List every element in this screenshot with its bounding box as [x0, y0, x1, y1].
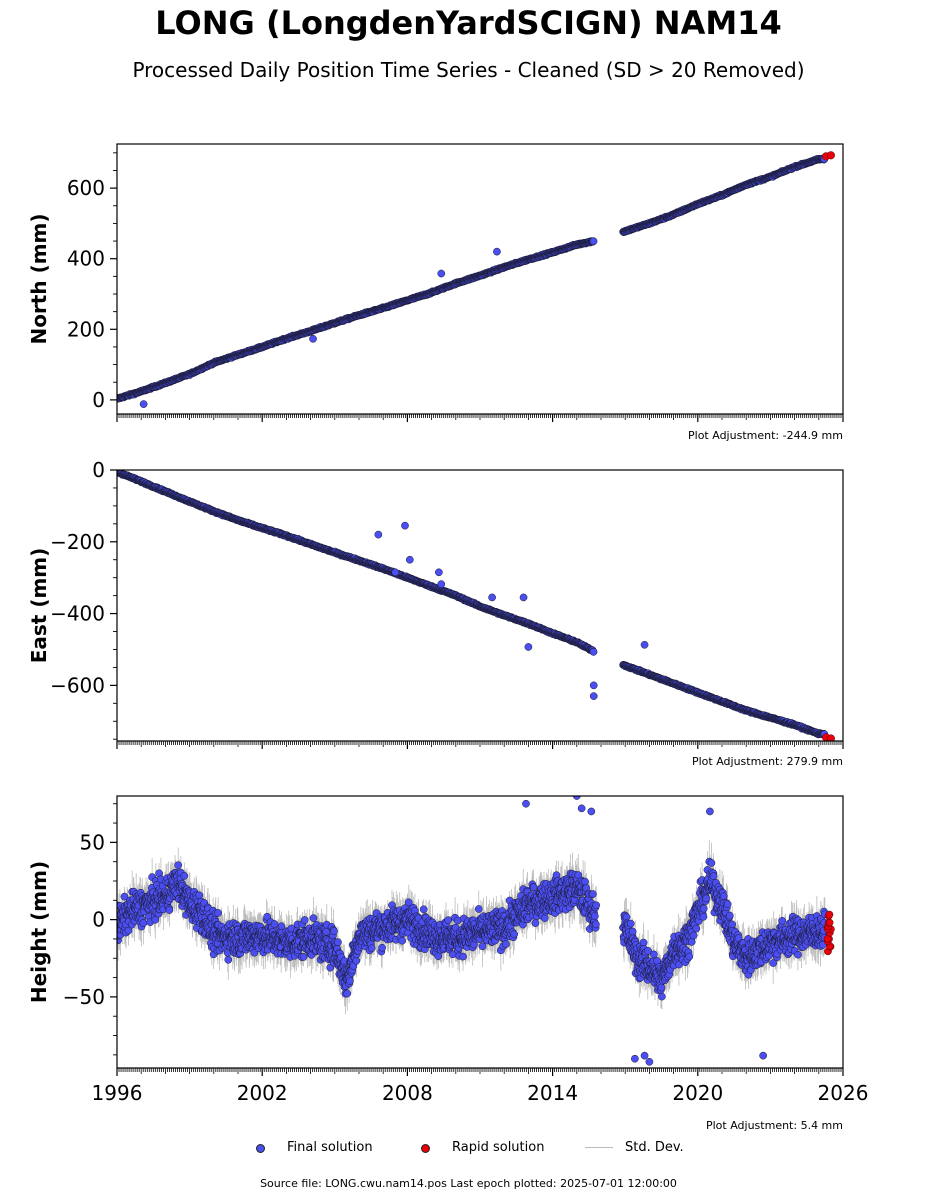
- height-plot-area: [117, 796, 835, 1066]
- y-tick-label: 0: [92, 458, 105, 482]
- outlier-point: [524, 643, 533, 651]
- outlier-point: [401, 521, 409, 530]
- y-tick-label: 200: [67, 317, 105, 341]
- north-panel: 0 200 400 600 North (mm): [27, 143, 844, 422]
- y-tick-label: 600: [67, 176, 105, 200]
- east-y-axis: 0 −200 −400 −600: [50, 458, 117, 740]
- outlier-point: [405, 555, 414, 564]
- outlier-point: [435, 568, 443, 577]
- north-y-label: North (mm): [27, 213, 51, 344]
- y-tick-label: −200: [50, 530, 105, 554]
- east-panel: 0 −200 −400 −600 East (mm): [27, 458, 844, 749]
- outlier-point: [640, 640, 649, 649]
- east-final-points: [117, 470, 829, 739]
- figure-subtitle: Processed Daily Position Time Series - C…: [132, 58, 805, 82]
- outlier-point: [589, 681, 598, 690]
- rapid-point: [826, 151, 835, 160]
- north-plot-area: [117, 151, 835, 408]
- north-final-points: [117, 154, 829, 408]
- outlier-point: [488, 593, 496, 602]
- final-point: [589, 237, 598, 246]
- outlier-point: [391, 568, 400, 577]
- north-y-axis: 0 200 400 600: [67, 152, 117, 412]
- outlier-point: [589, 692, 598, 700]
- outlier-point: [374, 530, 383, 539]
- north-x-axis: [116, 414, 844, 422]
- outlier-point: [437, 580, 446, 588]
- outlier-point: [437, 269, 446, 278]
- east-y-label: East (mm): [27, 548, 51, 664]
- outlier-point: [139, 400, 148, 408]
- north-rapid-points: [822, 151, 835, 161]
- rapid-point: [826, 734, 835, 741]
- y-tick-label: 400: [67, 247, 105, 271]
- east-rapid-points: [822, 733, 835, 741]
- y-tick-label: −600: [50, 673, 105, 697]
- outlier-point: [309, 334, 317, 343]
- final-point: [589, 648, 598, 656]
- outlier-point: [493, 247, 501, 256]
- figure-title: LONG (LongdenYardSCIGN) NAM14: [155, 4, 782, 42]
- outlier-point: [519, 593, 528, 602]
- y-tick-label: −400: [50, 602, 105, 626]
- y-tick-label: 0: [92, 388, 105, 412]
- east-x-axis: [116, 741, 844, 749]
- east-plot-area: [117, 470, 835, 741]
